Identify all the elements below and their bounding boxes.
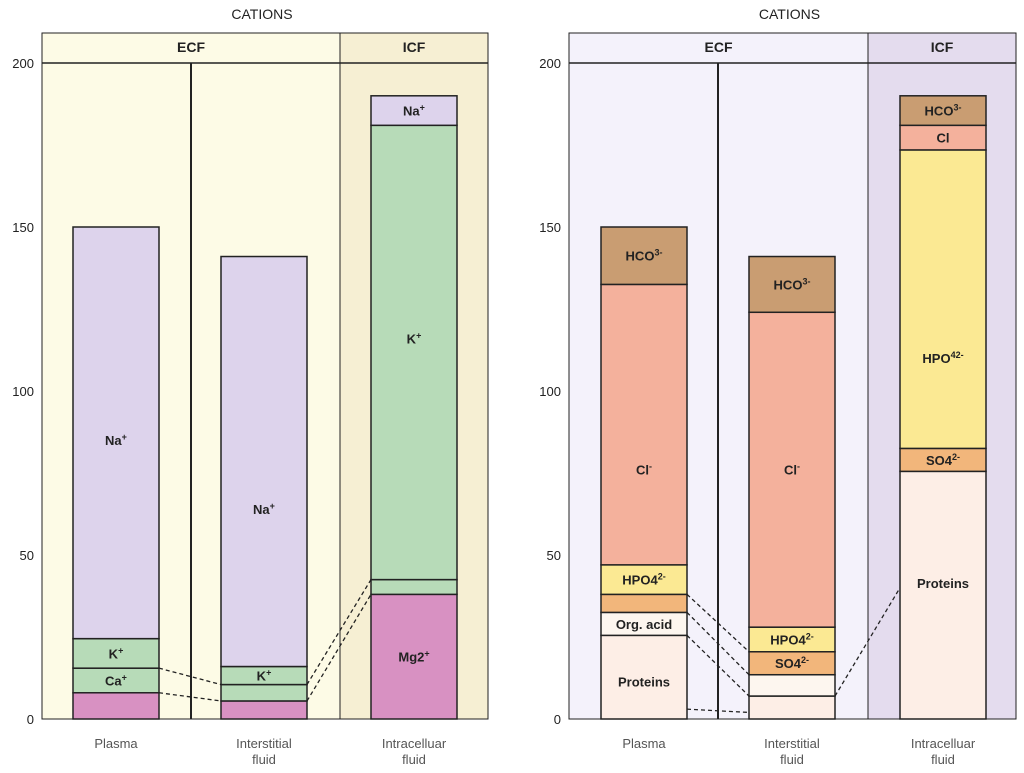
bar-segment-plasma bbox=[72, 692, 160, 720]
bar-segment-interstitial-fluid bbox=[748, 673, 836, 697]
segment-label-proteins: Proteins bbox=[917, 576, 969, 591]
y-tick-label: 0 bbox=[27, 712, 34, 727]
category-label-plasma: Plasma bbox=[94, 736, 138, 751]
segment-label-hco: HCO3- bbox=[774, 276, 811, 292]
segment-label-superscript: + bbox=[424, 649, 429, 659]
group-label-icf: ICF bbox=[931, 39, 954, 55]
y-tick-label: 0 bbox=[554, 712, 561, 727]
connector-line bbox=[686, 593, 750, 653]
segment-label-superscript: + bbox=[122, 432, 127, 442]
chart-title: CATIONS bbox=[759, 6, 820, 22]
y-tick-label: 200 bbox=[12, 56, 34, 71]
y-tick-label: 100 bbox=[539, 384, 561, 399]
segment-label-so4: SO42- bbox=[926, 452, 960, 468]
category-label-interstitial-fluid: fluid bbox=[252, 752, 276, 767]
segment-label-na: Na+ bbox=[253, 501, 275, 517]
category-label-interstitial-fluid: fluid bbox=[780, 752, 804, 767]
bar-segment-intracelluar-fluid-proteins bbox=[899, 470, 987, 720]
segment-label-superscript: 2- bbox=[801, 655, 809, 665]
segment-label-hco: HCO3- bbox=[925, 103, 962, 119]
chart-panel-2: ECF ICF CATIONS 0 50 100 150 200 Plasma Interstit… bbox=[539, 6, 1017, 767]
category-label-interstitial-fluid: Interstitial bbox=[764, 736, 820, 751]
segment-label-cl: Cl bbox=[937, 131, 950, 146]
bar-segment-plasma-cl bbox=[600, 283, 688, 566]
bar-segment-interstitial-fluid bbox=[220, 700, 308, 720]
segment-label-superscript: + bbox=[416, 331, 421, 341]
connector-line bbox=[834, 587, 901, 697]
bar-segment-interstitial-fluid-hco bbox=[748, 255, 836, 314]
connector-line bbox=[158, 692, 222, 702]
bar-segment-plasma-proteins bbox=[600, 634, 688, 720]
y-tick-label: 50 bbox=[547, 548, 561, 563]
bar-segment-plasma-hco bbox=[600, 226, 688, 286]
bar-segment-interstitial-fluid bbox=[220, 683, 308, 702]
segment-label-proteins: Proteins bbox=[618, 674, 670, 689]
group-label-icf: ICF bbox=[403, 39, 426, 55]
bar-segment-plasma bbox=[600, 593, 688, 614]
segment-label-ca: Ca+ bbox=[105, 672, 127, 688]
connector-line bbox=[158, 667, 222, 686]
bar-segment-interstitial-fluid-cl bbox=[748, 311, 836, 628]
y-tick-label: 150 bbox=[539, 220, 561, 235]
bar-segment-plasma-hpo4 bbox=[600, 564, 688, 596]
segment-label-superscript: + bbox=[118, 645, 123, 655]
bar-segment-intracelluar-fluid-mg2 bbox=[370, 593, 458, 720]
segment-label-mg2: Mg2+ bbox=[398, 649, 429, 665]
segment-label-cl: Cl- bbox=[636, 462, 652, 478]
connector-line bbox=[686, 708, 750, 714]
segment-label-superscript: 2- bbox=[806, 631, 814, 641]
y-tick-label: 150 bbox=[12, 220, 34, 235]
segment-label-superscript: 3- bbox=[802, 276, 810, 286]
segment-label-na: Na+ bbox=[105, 432, 127, 448]
segment-label-hpo4: HPO42- bbox=[770, 631, 813, 647]
group-label-ecf: ECF bbox=[177, 39, 205, 55]
connector-line bbox=[686, 611, 750, 676]
bar-segment-plasma-ca bbox=[72, 667, 160, 694]
bar-segment-plasma-k bbox=[72, 637, 160, 669]
bar-segment-intracelluar-fluid-k bbox=[370, 124, 458, 581]
category-label-intracelluar-fluid: fluid bbox=[402, 752, 426, 767]
category-label-plasma: Plasma bbox=[622, 736, 666, 751]
y-tick-label: 100 bbox=[12, 384, 34, 399]
segment-label-cl: Cl- bbox=[784, 462, 800, 478]
segment-label-so4: SO42- bbox=[775, 655, 809, 671]
segment-label-superscript: + bbox=[420, 103, 425, 113]
segment-label-superscript: + bbox=[266, 668, 271, 678]
segment-label-superscript: 3- bbox=[654, 248, 662, 258]
bar-segment-intracelluar-fluid bbox=[370, 578, 458, 596]
category-label-interstitial-fluid: Interstitial bbox=[236, 736, 292, 751]
chart-title: CATIONS bbox=[231, 6, 292, 22]
segment-label-superscript: - bbox=[649, 462, 652, 472]
segment-label-superscript: 3- bbox=[953, 103, 961, 113]
chart-panel-1: ECF ICF CATIONS 0 50 100 150 200 Plasma Interstit… bbox=[12, 6, 489, 767]
bar-segment-plasma-na bbox=[72, 226, 160, 640]
segment-label-superscript: 42- bbox=[951, 350, 964, 360]
category-label-intracelluar-fluid: fluid bbox=[931, 752, 955, 767]
bar-segment-intracelluar-fluid-hco bbox=[899, 95, 987, 127]
bar-segment-interstitial-fluid bbox=[748, 695, 836, 720]
category-label-intracelluar-fluid: Intracelluar bbox=[382, 736, 447, 751]
segment-label-superscript: - bbox=[797, 462, 800, 472]
category-label-intracelluar-fluid: Intracelluar bbox=[911, 736, 976, 751]
segment-label-superscript: + bbox=[270, 501, 275, 511]
segment-label-na: Na+ bbox=[403, 103, 425, 119]
connector-line bbox=[686, 634, 750, 697]
segment-label-hpo4: HPO42- bbox=[622, 572, 665, 588]
bar-segment-intracelluar-fluid-hpo bbox=[899, 149, 987, 450]
segment-label-hco: HCO3- bbox=[626, 248, 663, 264]
group-label-ecf: ECF bbox=[705, 39, 733, 55]
bar-segment-interstitial-fluid-na bbox=[220, 255, 308, 668]
segment-label-superscript: + bbox=[122, 672, 127, 682]
y-tick-label: 200 bbox=[539, 56, 561, 71]
segment-label-superscript: 2- bbox=[658, 572, 666, 582]
y-tick-label: 50 bbox=[20, 548, 34, 563]
segment-label-superscript: 2- bbox=[952, 452, 960, 462]
bar-segment-intracelluar-fluid-na bbox=[370, 95, 458, 127]
segment-label-org-acid: Org. acid bbox=[616, 617, 672, 632]
